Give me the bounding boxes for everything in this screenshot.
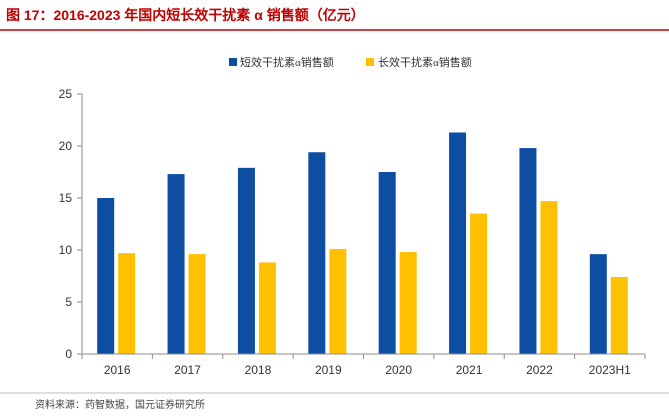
y-tick-label: 25 [59,87,73,101]
bar-short-2018 [237,167,255,354]
chart-title: 图 17：2016-2023 年国内短长效干扰素 α 销售额（亿元） [6,7,365,23]
x-tick-label: 2018 [245,363,272,377]
bar-short-2016 [97,198,115,354]
bar-short-2020 [378,172,396,354]
x-tick-label: 2016 [104,363,131,377]
y-tick-label: 15 [59,191,73,205]
bar-long-2018 [258,262,276,354]
x-tick-label: 2021 [456,363,483,377]
bar-long-2020 [399,252,417,354]
legend-label-short: 短效干扰素α销售额 [240,55,334,69]
legend-swatch-long [366,58,374,66]
x-tick-label: 2020 [385,363,412,377]
source-note: 资料来源：药智数据，国元证券研究所 [35,398,205,411]
bar-long-2016 [118,253,136,354]
bar-short-2023H1 [589,254,607,354]
bar-long-2022 [540,201,558,354]
legend-label-long: 长效干扰素α销售额 [378,55,472,69]
x-tick-label: 2017 [174,363,201,377]
legend-swatch-short [229,58,237,66]
bar-long-2021 [470,213,488,354]
bar-short-2017 [167,174,185,354]
x-tick-label: 2019 [315,363,342,377]
legend: 短效干扰素α销售额 长效干扰素α销售额 [229,55,472,69]
bar-long-2019 [329,248,347,354]
y-tick-label: 20 [59,139,73,153]
x-tick-label: 2022 [526,363,553,377]
bar-short-2021 [449,132,467,354]
y-tick-label: 10 [59,243,73,257]
bar-long-2023H1 [610,277,628,354]
bar-long-2017 [188,254,206,354]
plot-area: 0 5 10 15 20 25 2016 2017 2018 2019 2020 2021 2022 20… [59,87,646,377]
bar-short-2022 [519,148,537,354]
x-tick-label: 2023H1 [589,363,631,377]
bar-short-2019 [308,152,326,354]
y-tick-label: 0 [65,347,72,361]
y-tick-label: 5 [65,295,72,309]
